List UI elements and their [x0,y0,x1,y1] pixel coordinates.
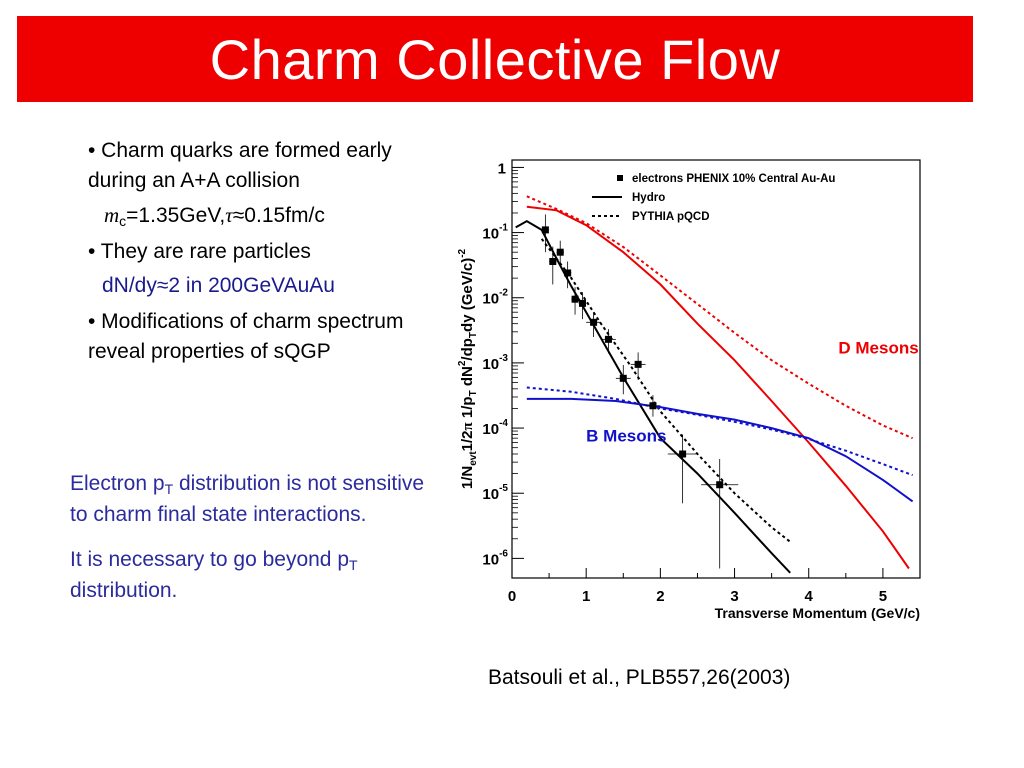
note-1-text-b: distribution is not sensitive to charm f… [70,472,425,526]
bullet-1: • Charm quarks are formed early during a… [88,139,392,192]
data-point [619,374,627,382]
x-axis-label: Transverse Momentum (GeV/c) [715,605,920,621]
x-tick-label: 1 [582,588,590,605]
data-point [541,226,549,234]
data-point [549,257,557,265]
data-point [590,318,598,326]
mass-value: =1.35GeV, [126,204,226,227]
y-tick-label: 10-1 [482,223,508,243]
series-line-b-dotted [526,386,913,477]
note-2-text-a: It is necessary to go beyond p [70,548,349,571]
data-point [649,402,657,410]
bullet-list: • Charm quarks are formed early during a… [88,136,428,367]
note-line-1: Electron pT distribution is not sensitiv… [70,468,440,530]
legend-marker [617,175,623,181]
series-line-black-dotted [540,238,791,543]
note-2-text-b: distribution. [70,579,178,602]
data-point [556,248,564,256]
y-tick-label: 10-2 [482,288,508,308]
bullet-3: • Modifications of charm spectrum reveal… [88,310,404,363]
annotation-d-mesons: D Mesons [838,338,918,357]
data-point [679,450,687,458]
x-tick-label: 3 [730,588,738,605]
mass-subscript: c [119,213,127,229]
data-point [634,360,642,368]
tau-value: ≈0.15fm/c [232,204,325,227]
bullet-1-detail: mc=1.35GeV,τ≈0.15fm/c [88,200,428,231]
citation: Batsouli et al., PLB557,26(2003) [488,666,791,689]
conclusion-note: Electron pT distribution is not sensitiv… [70,468,440,606]
plot-area [515,195,914,574]
legend-label: Hydro [632,192,665,204]
plot-frame [511,159,921,579]
note-1-subscript: T [164,481,174,497]
bullet-2: • They are rare particles [88,240,311,263]
data-point [571,295,579,303]
mass-symbol: m [104,203,120,227]
legend-label: electrons PHENIX 10% Central Au-Au [632,173,835,185]
chart-legend: electrons PHENIX 10% Central Au-Au Hydro P… [592,173,835,223]
y-tick-label: 10-5 [482,483,508,503]
note-2-subscript: T [349,557,358,573]
series-line-b-solid [526,397,914,503]
data-point [716,481,724,489]
series-line-black-solid [515,219,791,574]
y-tick-label: 1 [498,160,506,177]
y-tick-label: 10-6 [482,548,508,568]
electron-spectrum-chart: 0 1 2 3 4 5 1 10-1 10-2 10-3 10-4 10-5 10-6 Transvers… [457,159,921,621]
series-line-d-dotted [526,195,913,440]
note-line-2: It is necessary to go beyond pT distribu… [70,544,440,606]
x-tick-label: 2 [656,588,664,605]
page-title: Charm Collective Flow [209,27,781,91]
x-tick-label: 0 [508,588,516,605]
bullet-2-detail: dN/dy≈2 in 200GeVAuAu [102,274,335,297]
y-axis-label: 1/Nevt1/2π 1/pT dN2/dpTdy (GeV/c)-2 [457,248,479,489]
data-point [578,299,586,307]
y-tick-label: 10-3 [482,353,508,373]
title-bar: Charm Collective Flow [17,16,973,102]
y-tick-label: 10-4 [482,418,508,438]
x-tick-label: 5 [879,588,887,605]
data-point [604,335,612,343]
note-1-text-a: Electron p [70,472,165,495]
legend-label: PYTHIA pQCD [632,211,710,223]
x-tick-label: 4 [805,588,814,605]
annotation-b-mesons: B Mesons [586,427,666,446]
series-line-d-solid [526,205,910,570]
data-point [564,269,572,277]
tau-symbol: τ [225,203,233,227]
